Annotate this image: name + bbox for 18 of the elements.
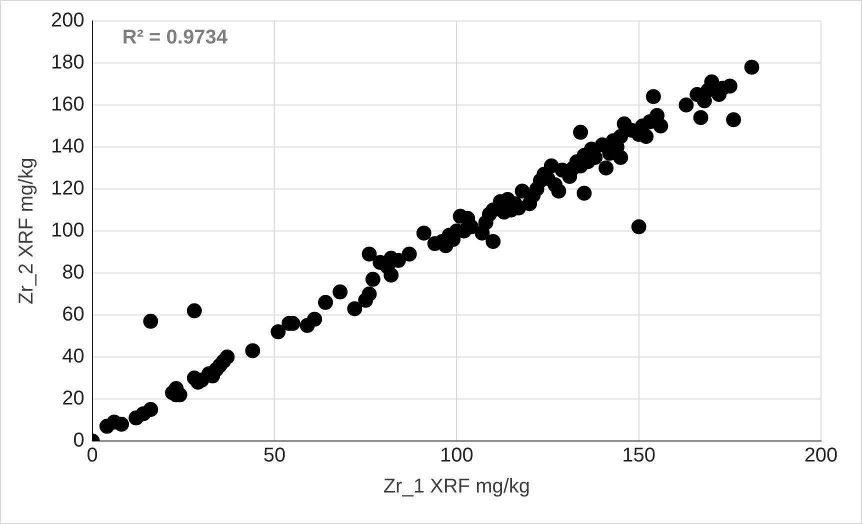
y-tick-label: 20 — [62, 388, 84, 410]
x-axis-title: Zr_1 XRF mg/kg — [383, 476, 530, 498]
y-tick-label: 180 — [50, 52, 84, 74]
y-axis-title: Zr_2 XRF mg/kg — [16, 158, 38, 304]
x-tick-label: 100 — [440, 444, 474, 467]
x-tick-label: 150 — [622, 444, 656, 467]
y-tick-label: 80 — [62, 262, 84, 284]
y-tick-label: 140 — [50, 136, 84, 158]
y-tick-label: 0 — [73, 430, 84, 452]
y-tick-label: 160 — [50, 94, 84, 116]
y-tick-label: 100 — [50, 220, 84, 242]
y-tick-label: 200 — [50, 10, 84, 32]
y-tick-label: 120 — [50, 178, 84, 200]
x-tick-label: 200 — [804, 444, 838, 467]
annotation: R² = 0.9734 — [122, 26, 228, 49]
y-tick-label: 40 — [62, 346, 84, 368]
x-tick-label: 50 — [263, 444, 286, 467]
y-tick-label: 60 — [62, 304, 84, 326]
